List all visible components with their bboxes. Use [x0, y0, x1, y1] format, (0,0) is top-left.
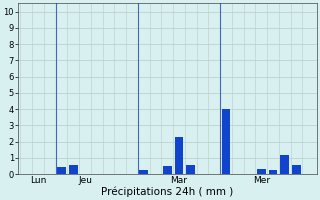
Bar — [222, 109, 230, 174]
Bar — [57, 167, 66, 174]
Bar — [269, 170, 277, 174]
Bar — [163, 166, 172, 174]
Bar — [140, 170, 148, 174]
Bar — [187, 165, 195, 174]
Bar — [280, 155, 289, 174]
Bar — [292, 165, 301, 174]
Bar — [175, 137, 183, 174]
X-axis label: Précipitations 24h ( mm ): Précipitations 24h ( mm ) — [101, 186, 234, 197]
Bar — [69, 165, 78, 174]
Bar — [257, 169, 266, 174]
